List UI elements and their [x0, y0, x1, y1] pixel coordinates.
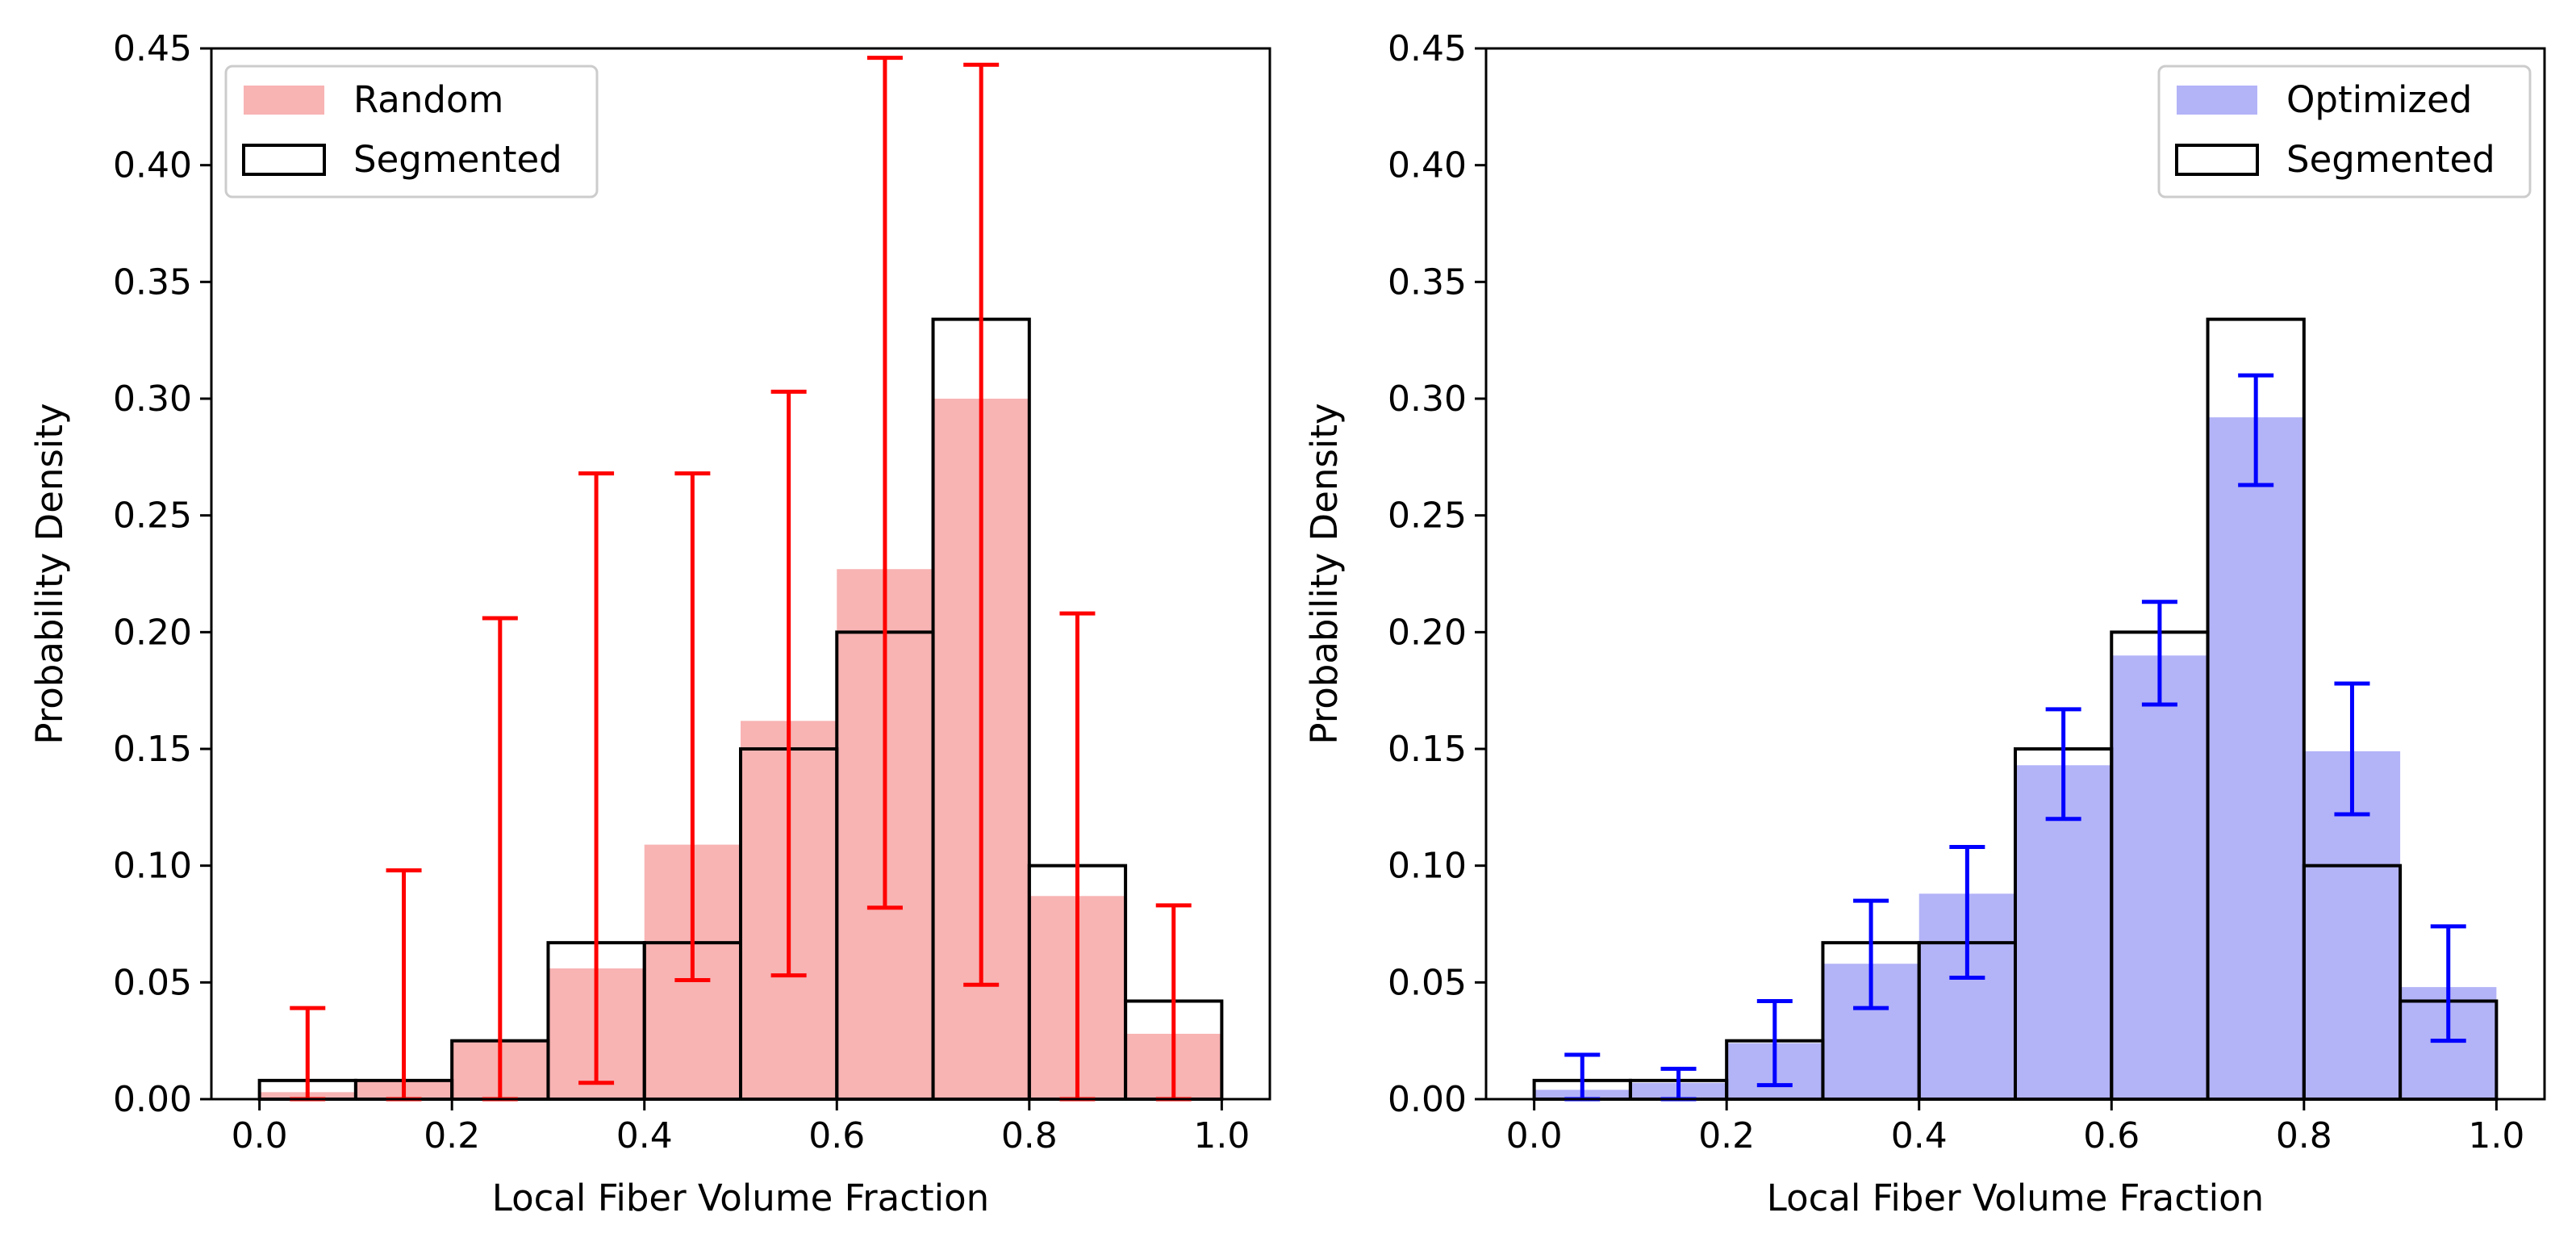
error-bar [2238, 373, 2274, 487]
x-tick-label: 0.0 [1506, 1115, 1563, 1156]
x-axis: 0.0 0.2 0.4 0.6 0.8 1.0 [1506, 1099, 2524, 1156]
left-histogram-panel: 0.0 0.2 0.4 0.6 0.8 1.00.000.050.100.150.200.… [28, 28, 1271, 1219]
y-tick-label: 0.40 [1388, 145, 1467, 186]
legend-swatch-random [244, 86, 324, 115]
y-tick-label: 0.30 [113, 378, 192, 420]
y-tick-label: 0.45 [1388, 28, 1467, 69]
x-axis: 0.0 0.2 0.4 0.6 0.8 1.0 [232, 1099, 1250, 1156]
x-tick-label: 0.2 [1698, 1115, 1755, 1156]
y-tick-label: 0.05 [113, 962, 192, 1003]
error-bar [1853, 898, 1889, 1010]
x-axis-label: Local Fiber Volume Fraction [1767, 1177, 2264, 1219]
y-axis-label: Probability Density [28, 403, 71, 744]
error-bar [866, 56, 903, 910]
y-tick-label: 0.25 [1388, 496, 1467, 537]
y-tick-label: 0.30 [1388, 378, 1467, 420]
y-tick-label: 0.40 [113, 145, 192, 186]
legend-label-segmented: Segmented [353, 138, 562, 181]
error-bar [963, 62, 1000, 987]
error-bar [770, 389, 807, 978]
x-tick-label: 0.8 [1001, 1115, 1058, 1156]
error-bar [674, 471, 711, 982]
y-tick-label: 0.00 [113, 1079, 192, 1120]
right-histogram-panel: 0.0 0.2 0.4 0.6 0.8 1.00.000.050.100.150.200.… [1303, 28, 2546, 1219]
error-bar [2430, 924, 2466, 1043]
y-tick-label: 0.45 [113, 28, 192, 69]
y-tick-label: 0.10 [1388, 846, 1467, 887]
error-bar [2045, 707, 2081, 822]
x-tick-label: 0.6 [808, 1115, 865, 1156]
x-tick-label: 0.6 [2083, 1115, 2140, 1156]
y-tick-label: 0.15 [1388, 729, 1467, 770]
legend: Random Segmented [224, 65, 599, 199]
y-axis: 0.00 0.05 0.10 0.15 0.20 0.25 0.30 0.35 0.40 0.45 [113, 28, 211, 1120]
y-axis: 0.00 0.05 0.10 0.15 0.20 0.25 0.30 0.35 0.40 0.45 [1388, 28, 1486, 1120]
x-tick-label: 0.0 [232, 1115, 288, 1156]
error-bar [578, 471, 615, 1085]
y-axis-label: Probability Density [1303, 403, 1346, 744]
x-tick-label: 0.2 [424, 1115, 480, 1156]
x-tick-label: 1.0 [2468, 1115, 2524, 1156]
x-tick-label: 0.4 [1891, 1115, 1948, 1156]
y-tick-label: 0.00 [1388, 1079, 1467, 1120]
x-tick-label: 0.4 [616, 1115, 673, 1156]
legend-label-random: Random [353, 78, 503, 121]
legend: Optimized Segmented [2157, 65, 2532, 199]
x-tick-label: 0.8 [2276, 1115, 2332, 1156]
error-bar [2334, 681, 2370, 817]
random-error-bars [290, 56, 1192, 1102]
legend-label-segmented: Segmented [2286, 138, 2495, 181]
axes-frame [1484, 47, 2546, 1101]
optimized-bar [2111, 655, 2208, 1099]
y-tick-label: 0.05 [1388, 962, 1467, 1003]
legend-swatch-optimized [2177, 86, 2257, 115]
x-tick-label: 1.0 [1193, 1115, 1250, 1156]
x-axis-label: Local Fiber Volume Fraction [492, 1177, 989, 1219]
error-bar [1949, 845, 1985, 981]
legend-swatch-segmented [2175, 144, 2259, 176]
y-tick-label: 0.35 [1388, 261, 1467, 303]
legend-label-optimized: Optimized [2286, 78, 2472, 121]
error-bar [1756, 998, 1793, 1088]
axes-frame [210, 47, 1271, 1101]
y-tick-label: 0.20 [113, 612, 192, 653]
y-tick-label: 0.20 [1388, 612, 1467, 653]
y-tick-label: 0.25 [113, 496, 192, 537]
error-bar [386, 868, 422, 1102]
legend-swatch-segmented [242, 144, 326, 176]
error-bar [482, 616, 518, 1102]
error-bar [290, 1006, 326, 1102]
y-tick-label: 0.35 [113, 261, 192, 303]
y-tick-label: 0.15 [113, 729, 192, 770]
error-bar [2141, 600, 2177, 707]
optimized-bar [2207, 417, 2304, 1099]
y-tick-label: 0.10 [113, 846, 192, 887]
